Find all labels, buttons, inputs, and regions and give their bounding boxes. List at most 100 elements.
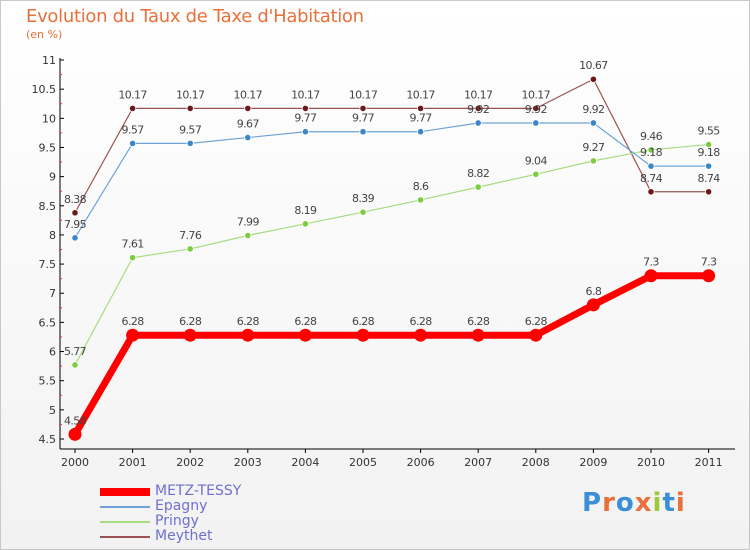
data-point [416,196,425,204]
chart-subtitle: (en %) [26,28,63,41]
y-tick-label: 11 [42,54,56,67]
data-label: 9.92 [582,103,604,116]
data-point [702,269,716,283]
data-point [474,119,482,127]
data-label: 8.82 [467,167,489,180]
data-label: 8.74 [640,172,663,185]
data-label: 10.17 [349,88,378,101]
data-label: 6.8 [586,285,602,298]
x-tick-label: 2003 [234,456,262,469]
data-label: 8.38 [64,193,87,206]
data-point [416,104,425,112]
logo-letter: r [602,488,616,518]
data-label: 9.04 [525,154,548,167]
x-tick-label: 2010 [637,456,665,469]
data-point [186,139,194,147]
data-label: 8.74 [698,172,721,185]
data-point [359,208,367,216]
data-point [186,245,194,253]
data-label: 8.6 [413,180,429,193]
data-label: 9.46 [640,130,663,143]
chart-data-labels: 4.58 6.28 6.28 6.28 6.28 6.28 6.28 6.28 6.28 6.8 7… [64,59,721,427]
data-point [71,209,79,217]
data-point [71,361,79,369]
legend-swatch [100,521,150,523]
data-point [244,133,252,142]
data-label: 7.3 [643,256,659,269]
data-point [647,188,655,196]
data-label: 10.17 [522,88,551,101]
data-point [244,104,252,112]
data-label: 9.77 [352,112,375,125]
logo-letter: i [652,488,663,518]
data-point [471,328,485,342]
x-tick-label: 2009 [579,456,607,469]
data-point [644,269,658,283]
logo-letter: o [615,488,635,518]
x-tick-label: 2007 [464,456,492,469]
y-tick-label: 5 [49,404,56,417]
series-line-epagny [74,122,710,239]
data-label: 6.28 [122,315,145,328]
data-label: 9.92 [525,103,547,116]
data-label: 8.19 [294,204,317,217]
proxiti-logo: Proxiti [582,488,686,518]
data-point [586,298,600,312]
series-line-pringy [74,143,710,366]
data-label: 6.28 [467,315,490,328]
data-label: 10.17 [464,88,493,101]
legend-swatch [100,536,150,538]
data-point [532,104,540,112]
data-label: 7.95 [64,218,87,231]
legend-swatch [100,488,150,496]
data-point [298,328,312,342]
data-point [301,104,309,112]
x-tick-label: 2004 [291,456,319,469]
data-label: 9.67 [237,118,260,131]
data-label: 8.39 [352,192,375,205]
legend-label: Epagny [155,498,208,514]
data-label: 10.17 [118,88,147,101]
chart-series [68,75,716,441]
data-label: 10.17 [176,88,205,101]
data-label: 6.28 [179,315,202,328]
data-point [71,234,79,242]
y-tick-label: 4.5 [39,433,57,446]
data-label: 9.18 [698,146,721,159]
logo-letter: x [634,488,653,518]
data-label: 10.17 [406,88,435,101]
data-point [532,119,540,127]
y-tick-label: 8 [49,229,56,242]
data-point [647,146,655,154]
data-point [474,104,482,112]
y-tick-label: 9.5 [39,141,57,154]
data-label: 6.28 [294,315,317,328]
data-label: 6.28 [410,315,433,328]
data-label: 7.3 [701,256,717,269]
x-tick-label: 2008 [522,456,550,469]
legend-label: Pringy [155,513,199,529]
data-point [589,157,598,165]
data-label: 6.28 [525,315,548,328]
data-point [301,220,309,228]
data-point [186,104,194,112]
data-label: 6.28 [352,315,375,328]
legend-swatch [100,506,150,508]
data-point [183,328,197,342]
y-tick-label: 7 [49,287,56,300]
y-tick-label: 10 [42,112,56,125]
data-point [704,162,713,170]
data-point [589,119,598,127]
data-label: 9.18 [640,146,663,159]
logo-letter: P [582,488,603,518]
series-line-meythet [74,78,710,214]
data-point [244,231,252,240]
chart-title: Evolution du Taux de Taxe d'Habitation [26,6,364,27]
data-point [704,188,713,196]
data-label: 9.27 [582,141,605,154]
legend-label: METZ-TESSY [155,483,242,499]
y-tick-label: 10.5 [32,83,57,96]
data-point [129,104,137,112]
data-point [129,139,137,147]
